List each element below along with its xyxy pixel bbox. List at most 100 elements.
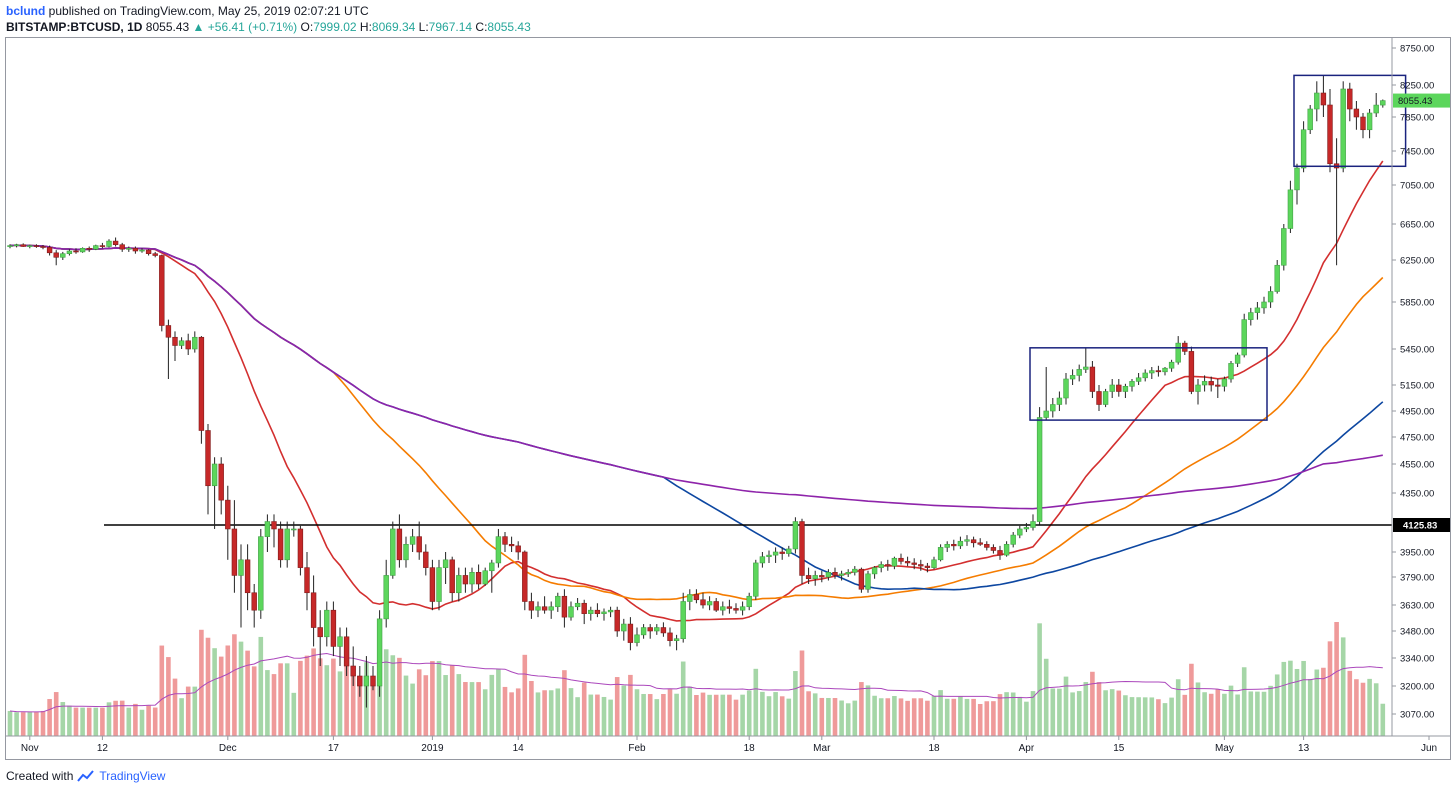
support-price-tag: [1393, 518, 1450, 532]
volume-bar: [93, 707, 99, 736]
volume-bar: [674, 693, 679, 736]
candle: [218, 463, 224, 501]
volume-bar: [680, 661, 686, 736]
chart-area[interactable]: 8750.00 8250.00 7850.00 7450.00 7050.00 6650.…: [5, 37, 1451, 760]
volume-bar: [34, 712, 39, 736]
candle: [964, 539, 970, 542]
volume-bar: [317, 658, 323, 736]
volume-bar: [410, 683, 415, 736]
volume-bar: [245, 650, 250, 736]
volume-bar: [1004, 692, 1009, 736]
candle: [1307, 108, 1313, 131]
volume-bar: [350, 670, 356, 736]
volume-bar: [687, 686, 693, 736]
published-text: published on TradingView.com, May 25, 20…: [48, 4, 369, 18]
close-value: 8055.43: [487, 20, 531, 34]
volume-bar: [1202, 692, 1207, 736]
time-tick-label: 13: [1298, 743, 1310, 754]
volume-bar: [588, 694, 594, 736]
volume-bar: [1241, 667, 1247, 736]
low-value: 7967.14: [428, 20, 473, 34]
price-tick-label: 3070.00: [1400, 710, 1434, 721]
ma-100-line: [9, 244, 1384, 591]
volume-bar: [1050, 688, 1056, 736]
volume-bar: [463, 682, 468, 736]
candle: [891, 557, 898, 567]
volume-bar: [852, 700, 858, 736]
volume-bar: [1043, 658, 1049, 736]
candle: [568, 606, 574, 618]
volume-bar: [878, 698, 884, 736]
candle: [746, 595, 752, 608]
volume-bar: [159, 645, 165, 736]
volume-bar: [634, 689, 640, 736]
candle: [1149, 370, 1155, 374]
volume-bar: [27, 712, 33, 736]
price-tick-label: 3790.00: [1400, 573, 1434, 584]
candle: [297, 528, 304, 568]
volume-bar: [14, 712, 19, 736]
candle: [1023, 527, 1030, 530]
candle: [970, 539, 977, 544]
candle: [1162, 367, 1168, 373]
volume-bar: [667, 689, 673, 736]
candle: [145, 249, 152, 255]
volume-bar: [291, 692, 297, 736]
volume-bar: [172, 678, 178, 736]
price-tick-label: 8250.00: [1400, 81, 1434, 92]
author-name[interactable]: bclund: [6, 4, 46, 18]
volume-bar: [1037, 623, 1042, 736]
candle: [911, 562, 917, 565]
volume-bar: [271, 674, 277, 736]
candle: [1109, 384, 1115, 392]
tradingview-brand[interactable]: TradingView: [99, 769, 166, 783]
candle: [310, 592, 317, 628]
price-tick-label: 4950.00: [1400, 407, 1434, 418]
last-price-tag-label: 8055.43: [1398, 96, 1432, 107]
time-tick-label: 2019: [421, 743, 444, 754]
volume-bar: [713, 694, 719, 736]
volume-bar: [1281, 661, 1287, 736]
volume-bar: [991, 701, 996, 736]
price-tick-label: 7450.00: [1400, 147, 1434, 158]
candle: [46, 247, 53, 254]
candle: [931, 559, 937, 568]
candle: [508, 544, 515, 547]
time-tick-label: Mar: [813, 743, 831, 754]
candle: [60, 253, 66, 258]
candle: [819, 575, 825, 578]
volume-bar: [654, 699, 660, 736]
volume-bar: [192, 686, 198, 736]
tradingview-logo-icon: [77, 770, 95, 782]
candle: [528, 601, 535, 611]
time-tick-label: 17: [328, 743, 340, 754]
volume-bar: [383, 649, 389, 736]
volume-bar: [944, 698, 950, 736]
candle: [1063, 378, 1069, 399]
time-tick-label: 15: [1113, 743, 1125, 754]
highlight-box: [1029, 347, 1268, 421]
volume-bar: [119, 700, 125, 736]
candle: [396, 528, 403, 561]
candle: [522, 551, 528, 602]
volume-bar: [1030, 691, 1036, 736]
candle: [99, 245, 106, 247]
volume-bar: [1024, 701, 1029, 736]
candle: [40, 246, 46, 248]
volume-bar: [1235, 694, 1240, 736]
candle: [317, 627, 323, 638]
candle: [416, 536, 422, 553]
candle: [733, 608, 739, 611]
volume-bar: [344, 663, 349, 736]
candle: [647, 627, 653, 632]
candle: [27, 245, 33, 247]
volume-bar: [614, 677, 620, 736]
volume-bar: [443, 675, 448, 736]
price-chart[interactable]: 8750.00 8250.00 7850.00 7450.00 7050.00 6650.…: [6, 38, 1451, 760]
candle: [1017, 528, 1023, 536]
candle: [357, 675, 363, 687]
volume-bar: [529, 680, 534, 736]
highlight-box: [1293, 74, 1407, 168]
candle: [759, 556, 766, 564]
candle: [93, 245, 99, 250]
